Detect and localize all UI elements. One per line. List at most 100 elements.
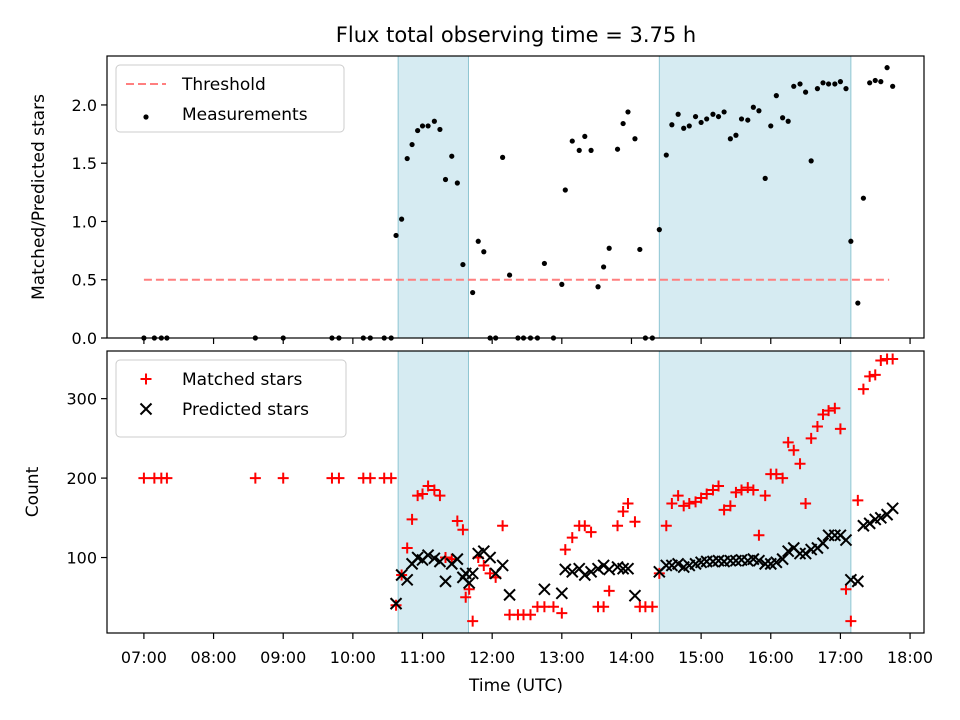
ratio-series-0-point: [481, 249, 487, 255]
count-series-0-point: [742, 482, 754, 494]
count-series-0-point: [718, 504, 730, 516]
count-series-1-point: [828, 529, 842, 542]
ratio-series-0-point: [738, 116, 745, 122]
x-tick-label: 17:00: [817, 648, 863, 667]
count-series-1-point: [597, 559, 610, 572]
count-observing-window-0: [397, 350, 469, 634]
count-series-0-point: [412, 490, 424, 502]
count-series-1-point: [851, 575, 865, 588]
count-series-0-point: [724, 500, 736, 512]
ratio-series-0-point: [878, 79, 884, 85]
count-series-1-point: [886, 502, 899, 515]
ratio-series-0-point: [721, 109, 727, 115]
ratio-series-0-point: [780, 115, 786, 121]
ratio-panel: 0.00.51.01.52.0 Matched/Predicted stars …: [29, 55, 925, 348]
count-series-0-point: [579, 520, 591, 532]
count-series-0-point: [678, 500, 690, 512]
ratio-series-0-point: [843, 86, 849, 92]
count-series-0-point: [556, 607, 568, 619]
count-series-1-point: [433, 555, 447, 568]
count-series-1-point: [793, 547, 807, 560]
ratio-series-0-point: [559, 281, 565, 287]
ratio-series-0-point: [656, 227, 662, 233]
count-series-0: [138, 353, 899, 627]
count-series-0-point: [422, 480, 434, 492]
count-series-0-point: [622, 498, 634, 510]
ratio-series-0-point: [606, 245, 612, 251]
ratio-series-0-point: [588, 147, 594, 153]
count-series-0-point: [800, 498, 812, 510]
ratio-series-0-point: [762, 175, 768, 181]
ratio-series-0-point: [727, 136, 733, 142]
ratio-series-0-point: [814, 86, 821, 92]
count-series-0-point: [857, 383, 869, 395]
ratio-series-0-point: [620, 120, 626, 127]
count-series-0-point: [385, 472, 397, 484]
count-series-0-point: [713, 480, 725, 492]
ratio-series-0-point: [437, 126, 443, 133]
count-legend: Matched stars Predicted stars: [115, 359, 347, 438]
ratio-panel-frame: [106, 55, 925, 339]
figure-title: Flux total observing time = 3.75 h: [336, 23, 696, 47]
count-series-0-point: [695, 492, 707, 504]
count-series-1-point: [555, 587, 569, 600]
count-series-0-point: [249, 472, 261, 484]
ratio-series-0-point: [454, 180, 460, 186]
count-series-0-point: [629, 516, 641, 528]
x-tick-label: 09:00: [260, 648, 306, 667]
count-legend-box: [115, 359, 347, 438]
ratio-series-0-point: [797, 81, 803, 87]
count-series-0-point: [707, 484, 719, 496]
count-series-0-point: [747, 484, 759, 496]
x-tick-label: 10:00: [330, 648, 376, 667]
ratio-series-0-point: [669, 122, 675, 128]
count-series-0-point: [401, 542, 413, 554]
count-series-0-point: [617, 505, 629, 517]
ratio-series-0-point: [470, 289, 476, 296]
count-series-0-point: [559, 544, 571, 556]
ratio-observing-window-0: [397, 55, 469, 339]
ratio-series-0-point: [614, 146, 621, 152]
count-series-0-point: [672, 490, 684, 502]
ratio-series-0-point: [409, 141, 415, 148]
ratio-series-0-point: [820, 80, 826, 86]
count-series-0-point: [478, 559, 490, 571]
ratio-y-tick-label: 0.0: [72, 329, 97, 348]
count-series-0-point: [451, 515, 463, 527]
x-tick-label: 14:00: [608, 648, 654, 667]
ratio-series-0-point: [832, 81, 838, 87]
count-series-1-point: [863, 517, 876, 530]
ratio-series-0-point: [582, 133, 588, 140]
ratio-legend-box: [115, 64, 345, 133]
count-series-0-point: [864, 370, 876, 382]
count-series-1-point: [591, 562, 605, 575]
count-series-0-point: [484, 567, 496, 579]
count-series-0-point: [463, 583, 475, 595]
count-series-0-point: [753, 529, 765, 541]
count-y-tick-label: 100: [66, 549, 97, 568]
count-series-0-point: [566, 532, 578, 544]
x-tick-label: 08:00: [191, 648, 237, 667]
ratio-series-0-point: [867, 80, 873, 86]
count-series-0-point: [759, 490, 771, 502]
ratio-series-0-point: [576, 147, 582, 153]
ratio-y-axis-label: Matched/Predicted stars: [29, 94, 49, 300]
x-tick-label: 11:00: [399, 648, 445, 667]
count-series-1-point: [752, 554, 766, 567]
count-series-1-point: [776, 552, 789, 566]
ratio-y-tick-label: 2.0: [72, 96, 97, 115]
count-series-0-point: [277, 472, 289, 484]
count-series-0-point: [457, 524, 469, 536]
count-series-1-point: [839, 533, 853, 547]
ratio-series-0-point: [733, 132, 739, 138]
ratio-series-0-point: [601, 264, 607, 270]
ratio-series-0-point: [890, 83, 896, 89]
x-tick-label: 18:00: [887, 648, 933, 667]
count-series-1-point: [421, 548, 435, 562]
ratio-series-0-point: [399, 216, 405, 222]
ratio-series-0-point: [825, 81, 832, 87]
count-series-1-point: [466, 567, 479, 580]
count-series-0-point: [736, 484, 748, 496]
ratio-series-0-point: [431, 118, 437, 124]
